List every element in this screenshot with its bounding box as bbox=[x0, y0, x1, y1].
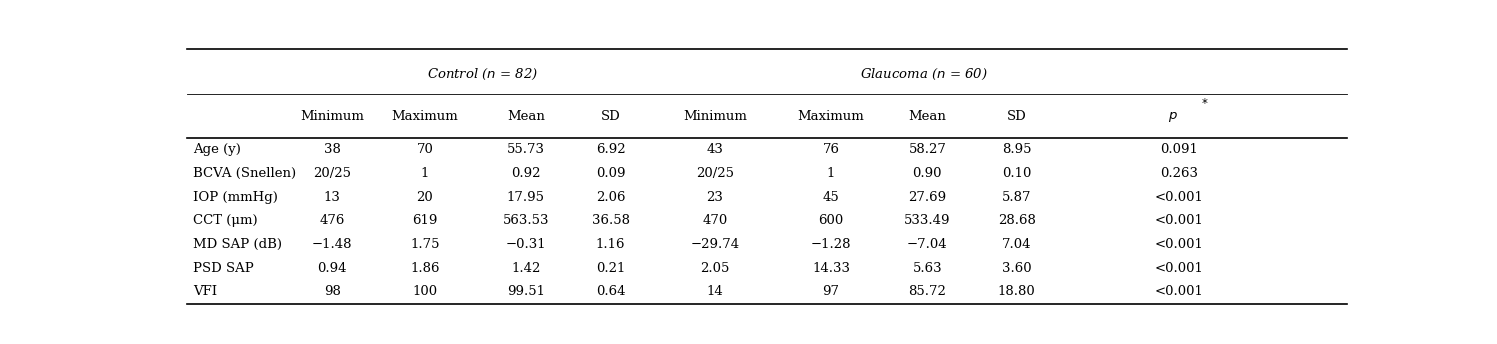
Text: PSD SAP: PSD SAP bbox=[193, 261, 253, 275]
Text: Minimum: Minimum bbox=[301, 110, 364, 123]
Text: 76: 76 bbox=[822, 143, 840, 156]
Text: Maximum: Maximum bbox=[392, 110, 458, 123]
Text: 98: 98 bbox=[323, 285, 341, 298]
Text: 5.87: 5.87 bbox=[1001, 191, 1031, 204]
Text: CCT (μm): CCT (μm) bbox=[193, 214, 257, 227]
Text: 0.21: 0.21 bbox=[596, 261, 626, 275]
Text: 1.75: 1.75 bbox=[410, 238, 440, 251]
Text: 476: 476 bbox=[319, 214, 344, 227]
Text: Glaucoma ($n$ = 60): Glaucoma ($n$ = 60) bbox=[859, 67, 988, 82]
Text: 619: 619 bbox=[412, 214, 437, 227]
Text: 55.73: 55.73 bbox=[507, 143, 545, 156]
Text: 2.06: 2.06 bbox=[596, 191, 626, 204]
Text: 70: 70 bbox=[416, 143, 434, 156]
Text: 23: 23 bbox=[707, 191, 723, 204]
Text: SD: SD bbox=[600, 110, 620, 123]
Text: <0.001: <0.001 bbox=[1154, 238, 1204, 251]
Text: 36.58: 36.58 bbox=[591, 214, 630, 227]
Text: Mean: Mean bbox=[909, 110, 946, 123]
Text: 14: 14 bbox=[707, 285, 723, 298]
Text: 7.04: 7.04 bbox=[1001, 238, 1031, 251]
Text: 1: 1 bbox=[826, 167, 835, 180]
Text: Mean: Mean bbox=[507, 110, 545, 123]
Text: 600: 600 bbox=[819, 214, 844, 227]
Text: <0.001: <0.001 bbox=[1154, 261, 1204, 275]
Text: 28.68: 28.68 bbox=[997, 214, 1036, 227]
Text: 5.63: 5.63 bbox=[913, 261, 942, 275]
Text: −0.31: −0.31 bbox=[506, 238, 546, 251]
Text: $p$: $p$ bbox=[1168, 110, 1178, 124]
Text: 38: 38 bbox=[323, 143, 341, 156]
Text: 1.86: 1.86 bbox=[410, 261, 440, 275]
Text: 1.42: 1.42 bbox=[510, 261, 540, 275]
Text: 43: 43 bbox=[707, 143, 723, 156]
Text: 0.92: 0.92 bbox=[510, 167, 540, 180]
Text: 27.69: 27.69 bbox=[909, 191, 946, 204]
Text: 99.51: 99.51 bbox=[507, 285, 545, 298]
Text: Minimum: Minimum bbox=[683, 110, 747, 123]
Text: 17.95: 17.95 bbox=[507, 191, 545, 204]
Text: Control ($n$ = 82): Control ($n$ = 82) bbox=[427, 67, 539, 82]
Text: 85.72: 85.72 bbox=[909, 285, 946, 298]
Text: 8.95: 8.95 bbox=[1001, 143, 1031, 156]
Text: 0.091: 0.091 bbox=[1160, 143, 1198, 156]
Text: 563.53: 563.53 bbox=[503, 214, 549, 227]
Text: 45: 45 bbox=[823, 191, 840, 204]
Text: 20/25: 20/25 bbox=[696, 167, 734, 180]
Text: 58.27: 58.27 bbox=[909, 143, 946, 156]
Text: IOP (mmHg): IOP (mmHg) bbox=[193, 191, 278, 204]
Text: 533.49: 533.49 bbox=[904, 214, 951, 227]
Text: 0.10: 0.10 bbox=[1001, 167, 1031, 180]
Text: Maximum: Maximum bbox=[798, 110, 864, 123]
Text: −1.28: −1.28 bbox=[811, 238, 852, 251]
Text: 100: 100 bbox=[412, 285, 437, 298]
Text: 97: 97 bbox=[822, 285, 840, 298]
Text: BCVA (Snellen): BCVA (Snellen) bbox=[193, 167, 296, 180]
Text: −7.04: −7.04 bbox=[907, 238, 948, 251]
Text: 6.92: 6.92 bbox=[596, 143, 626, 156]
Text: 0.94: 0.94 bbox=[317, 261, 347, 275]
Text: 2.05: 2.05 bbox=[701, 261, 729, 275]
Text: 20/25: 20/25 bbox=[313, 167, 352, 180]
Text: 470: 470 bbox=[702, 214, 728, 227]
Text: *: * bbox=[1202, 97, 1208, 110]
Text: 0.90: 0.90 bbox=[913, 167, 942, 180]
Text: 1.16: 1.16 bbox=[596, 238, 626, 251]
Text: <0.001: <0.001 bbox=[1154, 191, 1204, 204]
Text: MD SAP (dB): MD SAP (dB) bbox=[193, 238, 281, 251]
Text: −29.74: −29.74 bbox=[690, 238, 740, 251]
Text: <0.001: <0.001 bbox=[1154, 285, 1204, 298]
Text: −1.48: −1.48 bbox=[311, 238, 352, 251]
Text: 3.60: 3.60 bbox=[1001, 261, 1031, 275]
Text: 20: 20 bbox=[416, 191, 433, 204]
Text: 14.33: 14.33 bbox=[811, 261, 850, 275]
Text: 13: 13 bbox=[323, 191, 341, 204]
Text: <0.001: <0.001 bbox=[1154, 214, 1204, 227]
Text: 0.64: 0.64 bbox=[596, 285, 626, 298]
Text: 1: 1 bbox=[421, 167, 430, 180]
Text: SD: SD bbox=[1007, 110, 1027, 123]
Text: 0.263: 0.263 bbox=[1160, 167, 1198, 180]
Text: VFI: VFI bbox=[193, 285, 217, 298]
Text: 0.09: 0.09 bbox=[596, 167, 626, 180]
Text: 18.80: 18.80 bbox=[998, 285, 1036, 298]
Text: Age (y): Age (y) bbox=[193, 143, 241, 156]
